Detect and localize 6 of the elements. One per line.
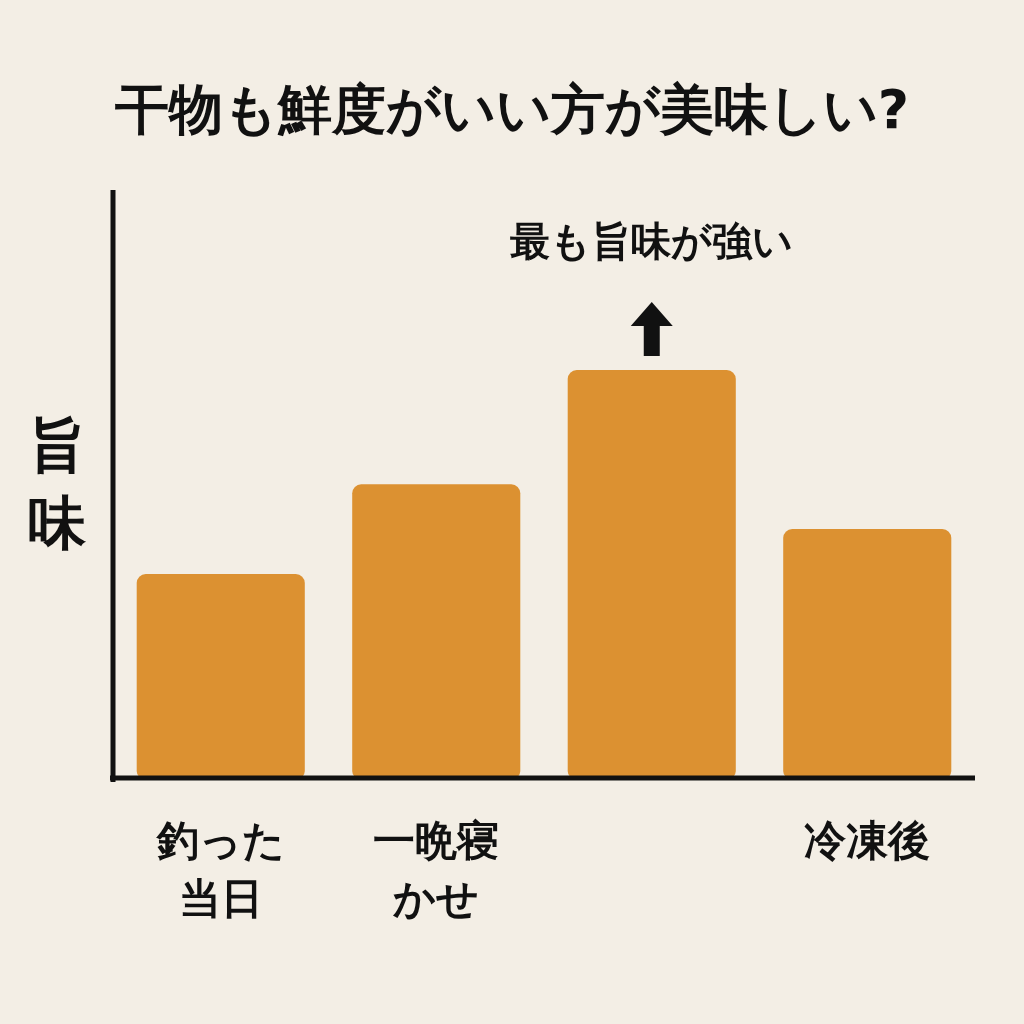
text: 最も旨味が強い [510,218,794,264]
x-tick-label: 冷凍後 [804,816,931,865]
y-axis-title: 旨味 [28,411,87,557]
chart-title: 干物も鮮度がいい方が美味しい? [114,78,910,141]
x-tick-label: 一晩寝かせ [373,816,500,923]
x-tick-label: 釣った当日 [154,816,285,923]
